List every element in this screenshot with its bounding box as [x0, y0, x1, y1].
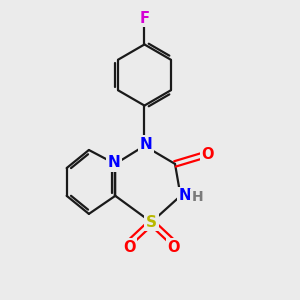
Text: H: H: [192, 190, 204, 204]
Text: O: O: [202, 147, 214, 162]
Text: N: N: [107, 155, 120, 170]
Text: N: N: [178, 188, 191, 203]
Text: N: N: [140, 137, 152, 152]
Text: O: O: [123, 240, 135, 255]
Text: S: S: [146, 215, 157, 230]
Text: O: O: [167, 240, 180, 255]
Text: F: F: [140, 11, 149, 26]
